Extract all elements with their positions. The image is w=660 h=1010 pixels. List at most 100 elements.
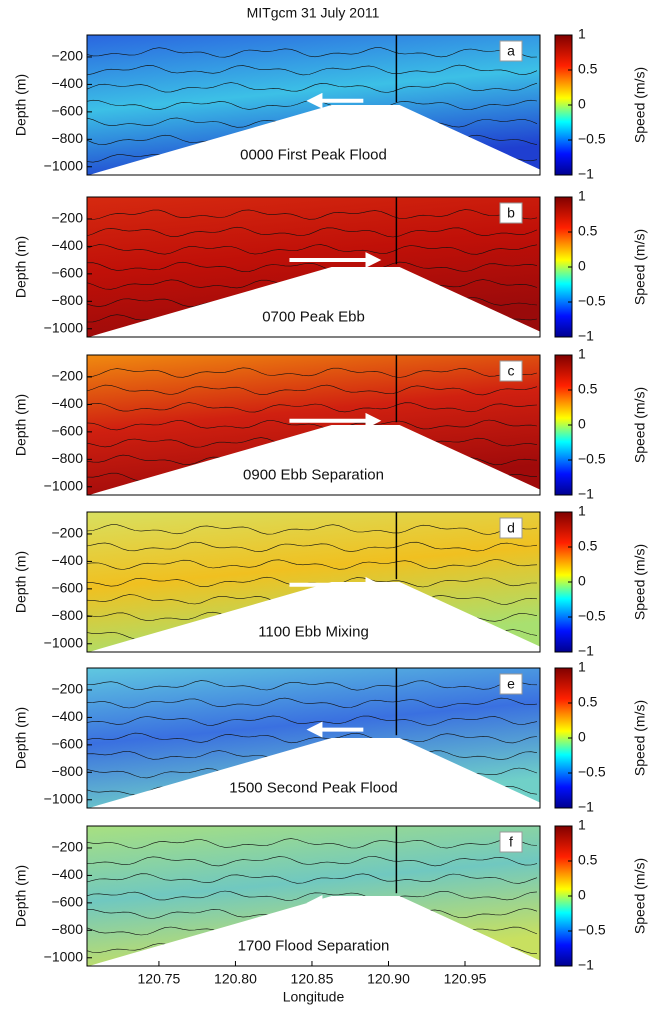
colorbar-tick-label: 0.5 [578,61,598,77]
y-axis-label: Depth (m) [13,236,29,298]
contour [86,82,538,93]
contour [86,47,538,58]
y-tick-label: −1000 [44,477,84,493]
y-tick-label: −400 [51,866,83,882]
colorbar-tick-label: −0.5 [578,764,606,780]
y-axis-label: Depth (m) [13,394,29,456]
annotation: 0900 Ebb Separation [243,466,384,483]
y-tick-label: −200 [51,368,83,384]
y-tick-label: −400 [51,552,83,568]
y-tick-label: −600 [51,736,83,752]
colorbar-tick-label: 1 [578,659,586,675]
colorbar-tick-label: −0.5 [578,608,606,624]
colorbar-tick-label: −0.5 [578,451,606,467]
colorbar-tick-label: 0 [578,416,586,432]
y-tick-label: −800 [51,763,83,779]
contour [86,680,538,691]
colorbar-tick-label: −0.5 [578,131,606,147]
y-tick-label: −400 [51,75,83,91]
plot-frame [86,34,541,176]
contour [86,838,538,849]
x-tick-label: 120.75 [138,971,181,987]
y-axis-label: Depth (m) [13,74,29,136]
contour [86,402,538,413]
contour [86,64,538,76]
colorbar-tick-label: 1 [578,817,586,833]
colorbar-label: Speed (m/s) [632,544,648,620]
y-tick-label: −800 [51,130,83,146]
y-tick-label: −1000 [44,790,84,806]
plot-frame [86,196,541,338]
contour [86,541,538,552]
topography [86,582,541,653]
colorbar-tick-label: 0 [578,573,586,589]
colorbar-label: Speed (m/s) [632,67,648,143]
contour [86,856,538,867]
annotation: 0000 First Peak Flood [240,146,387,163]
colorbar-tick-label: −1 [578,486,594,502]
y-tick-label: −200 [51,210,83,226]
colorbar-tick-label: −1 [578,957,594,973]
panel-label-box [499,831,523,853]
plot-frame [86,511,541,653]
y-tick-label: −1000 [44,948,84,964]
colorbar-tick-label: −0.5 [578,922,606,938]
x-axis-label: Longitude [283,989,345,1005]
y-tick-label: −1000 [44,319,84,335]
y-tick-label: −600 [51,580,83,596]
colorbar-tick-label: 0.5 [578,223,598,239]
colorbar-tick-label: 1 [578,503,586,519]
y-tick-label: −200 [51,681,83,697]
contour [86,419,538,431]
y-tick-label: −200 [51,839,83,855]
colorbar-tick-label: 0 [578,729,586,745]
colorbar-tick-label: 1 [578,346,586,362]
panel-label: e [507,676,515,692]
panel-label-box [499,202,523,224]
panel-label: b [507,205,515,221]
contour [86,732,538,744]
annotation: 0700 Peak Ebb [262,308,365,325]
panel-label-box [499,40,523,62]
y-axis-label: Depth (m) [13,865,29,927]
plot-frame [86,825,541,967]
panel-label-box [499,360,523,382]
y-tick-label: −600 [51,894,83,910]
contour [86,367,538,378]
colorbar-tick-label: −0.5 [578,293,606,309]
contour [86,261,538,273]
colorbar-label: Speed (m/s) [632,700,648,776]
panel-label-box [499,517,523,539]
colorbar-tick-label: 0 [578,96,586,112]
y-tick-label: −200 [51,48,83,64]
y-tick-label: −600 [51,265,83,281]
colorbar-tick-label: −1 [578,643,594,659]
contour [86,524,538,535]
panel-label: d [507,520,515,536]
panel-label: a [507,43,515,59]
topography [86,738,541,809]
y-tick-label: −1000 [44,634,84,650]
y-tick-label: −400 [51,237,83,253]
chart-title: MITgcm 31 July 2011 [247,5,380,21]
annotation: 1100 Ebb Mixing [258,623,369,640]
contour [86,384,538,396]
panel-label: c [508,363,515,379]
contour [86,226,538,238]
colorbar-tick-label: −1 [578,799,594,815]
colorbar-label: Speed (m/s) [632,387,648,463]
y-tick-label: −800 [51,450,83,466]
plot-frame [86,354,541,496]
y-axis-label: Depth (m) [13,551,29,613]
contour [86,873,538,884]
panel-label-box [499,673,523,695]
colorbar-tick-label: −1 [578,328,594,344]
colorbar-tick-label: 0.5 [578,694,598,710]
topography [86,105,541,176]
topography [86,267,541,338]
colorbar-tick-label: 0.5 [578,381,598,397]
contour [86,697,538,709]
topography [86,896,541,967]
y-tick-label: −1000 [44,157,84,173]
